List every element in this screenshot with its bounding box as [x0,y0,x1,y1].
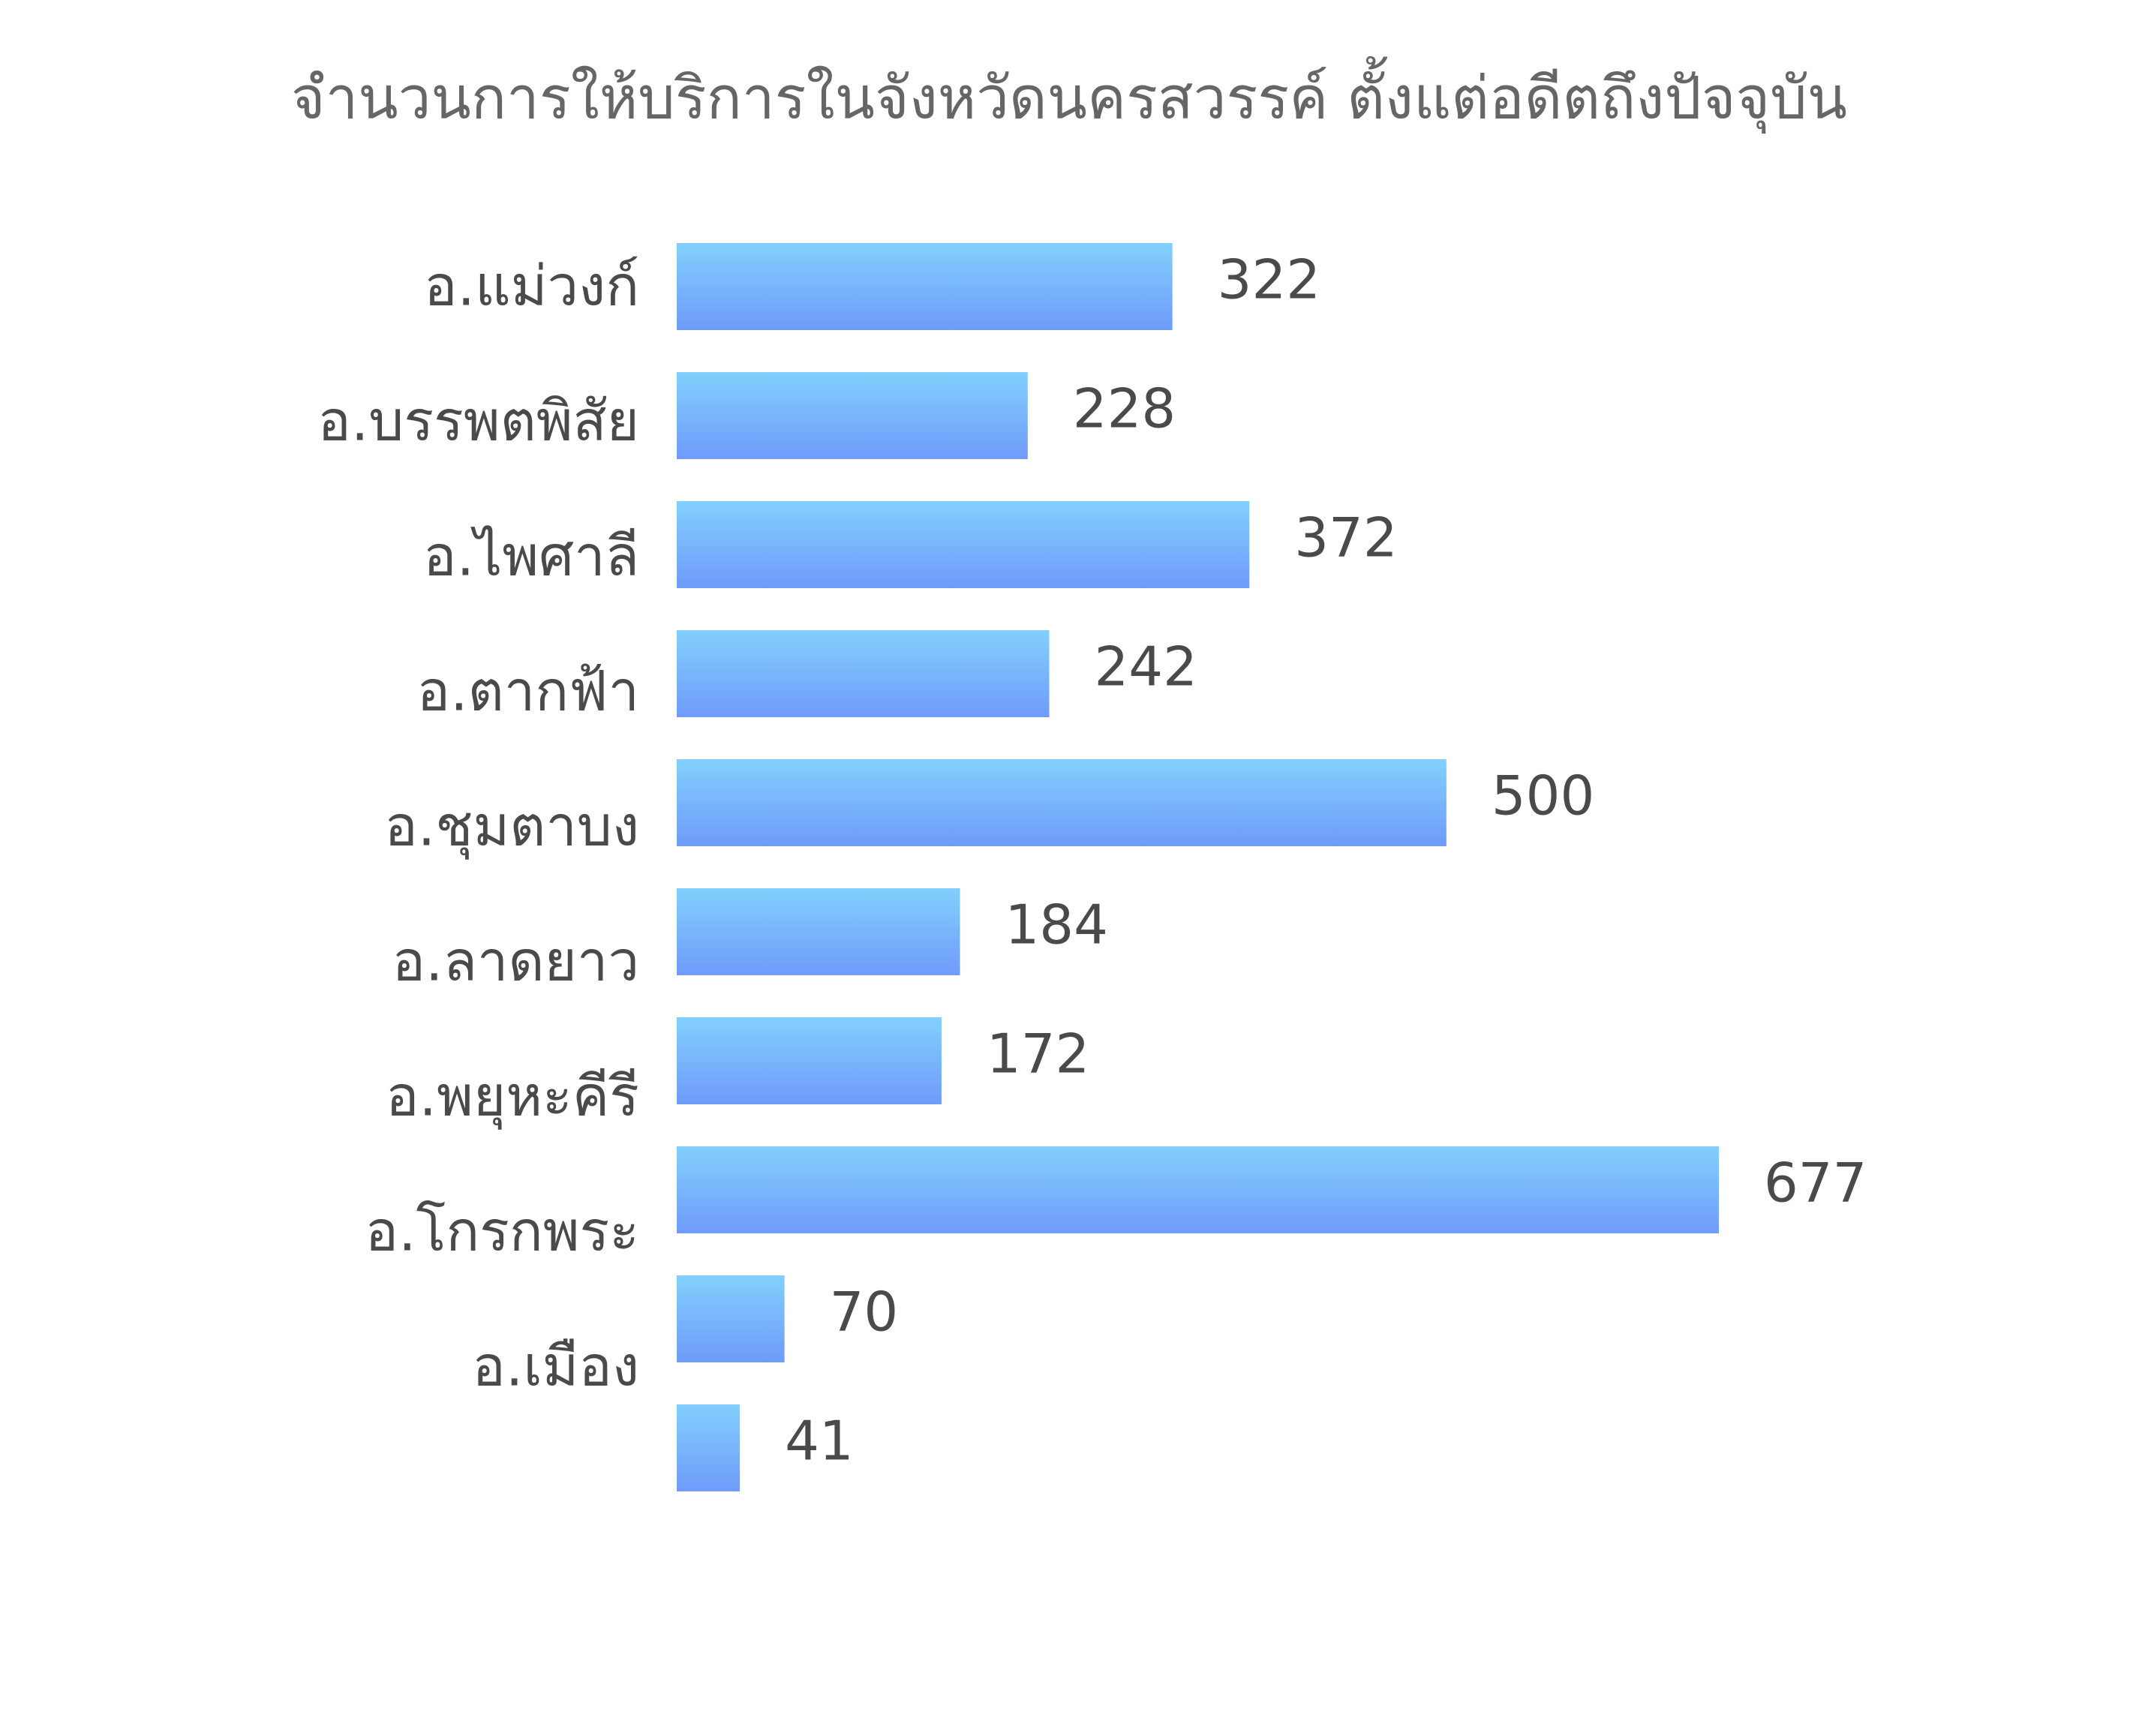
bar [677,501,1250,588]
y-tick-label: อ.เมือง [472,1335,639,1399]
bar [677,888,960,975]
y-tick-label: อ.ลาดยาว [392,930,639,994]
bar [677,243,1173,330]
y-tick-label: อ.โกรกพระ [365,1200,639,1264]
y-tick-label: อ.ตากฟ้า [417,659,639,724]
y-tick-label: อ.ชุมตาบง [384,794,639,860]
value-label: 242 [1095,635,1197,698]
bar [677,1146,1719,1233]
y-tick-label: อ.พยุหะคีรี [386,1065,639,1131]
bar [677,1017,942,1104]
value-label: 41 [785,1410,854,1473]
y-tick-label: อ.บรรพตพิสัย [317,389,639,454]
y-tick-label: อ.ไพศาลี [423,524,639,589]
value-label: 172 [987,1023,1089,1086]
value-label: 70 [830,1281,899,1344]
value-label: 500 [1492,764,1594,827]
y-tick-label: อ.แม่วงก์ [424,254,639,319]
value-label: 372 [1294,506,1397,569]
chart-title: จำนวนการให้บริการในจังหวัดนครสวรรค์ ตั้ง… [291,56,1847,134]
bar [677,759,1447,846]
bar [677,372,1028,459]
value-label: 228 [1073,377,1176,440]
bar [677,630,1050,717]
bar [677,1404,741,1491]
bar [677,1275,785,1362]
value-label: 677 [1764,1152,1867,1215]
value-label: 322 [1218,248,1320,311]
value-label: 184 [1005,894,1108,957]
